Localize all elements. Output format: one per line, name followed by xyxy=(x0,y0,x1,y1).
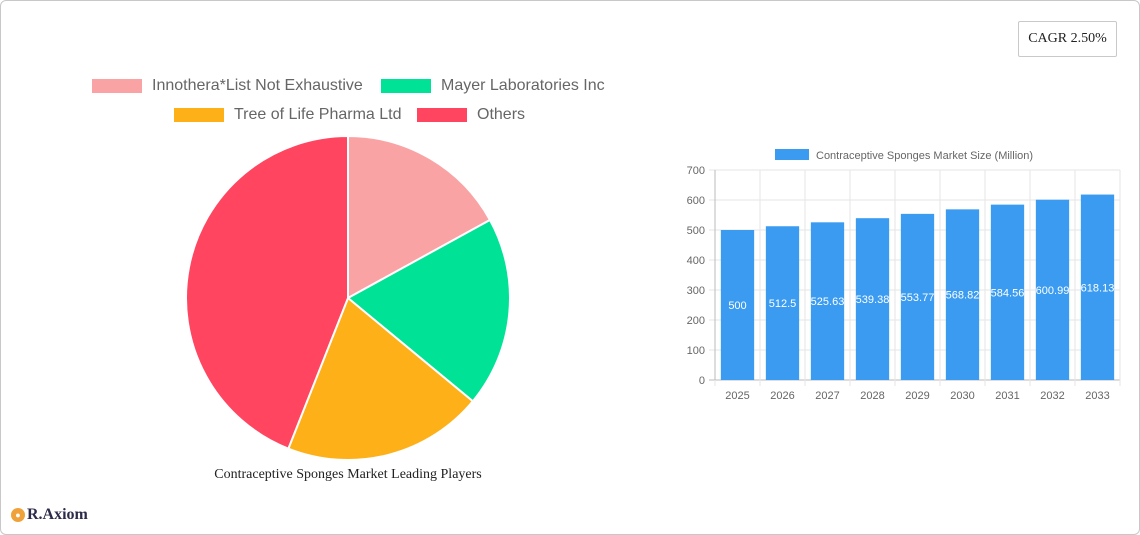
bar[interactable] xyxy=(810,222,845,380)
cagr-badge: CAGR 2.50% xyxy=(1018,21,1117,57)
y-tick-label: 500 xyxy=(687,225,705,237)
bar-value-label: 618.13 xyxy=(1081,282,1115,294)
legend-swatch xyxy=(381,79,431,93)
bar-value-label: 553.77 xyxy=(901,292,935,304)
legend-swatch xyxy=(92,79,142,93)
legend-label: Others xyxy=(477,106,526,123)
pie-slice[interactable] xyxy=(346,218,511,403)
x-tick-label: 2028 xyxy=(860,390,884,402)
x-tick-label: 2025 xyxy=(725,390,749,402)
bar-value-label: 512.5 xyxy=(769,298,797,310)
bar[interactable] xyxy=(1035,199,1070,380)
bar-value-label: 539.38 xyxy=(856,294,890,306)
bar-value-label: 525.63 xyxy=(811,296,845,308)
pie-legend-item[interactable]: Tree of Life Pharma Ltd xyxy=(174,106,402,124)
bar[interactable] xyxy=(945,209,980,380)
x-tick-label: 2029 xyxy=(905,390,929,402)
legend-label: Mayer Laboratories Inc xyxy=(441,77,605,94)
bar-legend-label: Contraceptive Sponges Market Size (Milli… xyxy=(816,150,1033,162)
y-tick-label: 600 xyxy=(687,195,705,207)
pie-legend-item[interactable]: Mayer Laboratories Inc xyxy=(381,77,605,95)
y-tick-label: 700 xyxy=(687,165,705,177)
bar-chart: Contraceptive Sponges Market Size (Milli… xyxy=(687,149,1121,402)
x-tick-label: 2033 xyxy=(1085,390,1109,402)
pie-slice[interactable] xyxy=(347,134,492,300)
y-tick-label: 100 xyxy=(687,345,705,357)
y-tick-label: 400 xyxy=(687,255,705,267)
bar[interactable] xyxy=(990,204,1025,380)
legend-swatch xyxy=(174,108,224,122)
bar[interactable] xyxy=(855,218,890,380)
pie-chart-title: Contraceptive Sponges Market Leading Pla… xyxy=(214,467,482,482)
bar[interactable] xyxy=(900,213,935,380)
legend-label: Innothera*List Not Exhaustive xyxy=(152,77,363,94)
brand-logo: ● R.Axiom xyxy=(11,506,88,524)
bar[interactable] xyxy=(1080,194,1115,380)
x-tick-label: 2030 xyxy=(950,390,974,402)
bar-value-label: 500 xyxy=(728,300,746,312)
y-tick-label: 0 xyxy=(699,375,705,387)
pie-slice[interactable] xyxy=(287,296,475,461)
bar-legend-swatch xyxy=(775,149,809,160)
legend-swatch xyxy=(417,108,467,122)
logo-icon: ● xyxy=(11,508,25,522)
pie-chart xyxy=(185,134,511,461)
x-tick-label: 2032 xyxy=(1040,390,1064,402)
x-tick-label: 2031 xyxy=(995,390,1019,402)
brand-name: R.Axiom xyxy=(27,506,88,523)
pie-slice[interactable] xyxy=(185,134,349,450)
bar-value-label: 568.82 xyxy=(946,290,980,302)
bar[interactable] xyxy=(765,226,800,380)
bar[interactable] xyxy=(720,230,755,380)
x-tick-label: 2027 xyxy=(815,390,839,402)
legend-label: Tree of Life Pharma Ltd xyxy=(234,106,402,123)
y-tick-label: 200 xyxy=(687,315,705,327)
bar-value-label: 600.99 xyxy=(1036,285,1070,297)
y-tick-label: 300 xyxy=(687,285,705,297)
x-tick-label: 2026 xyxy=(770,390,794,402)
pie-legend-item[interactable]: Others xyxy=(417,106,525,124)
bar-value-label: 584.56 xyxy=(991,287,1025,299)
pie-legend-item[interactable]: Innothera*List Not Exhaustive xyxy=(92,77,363,95)
